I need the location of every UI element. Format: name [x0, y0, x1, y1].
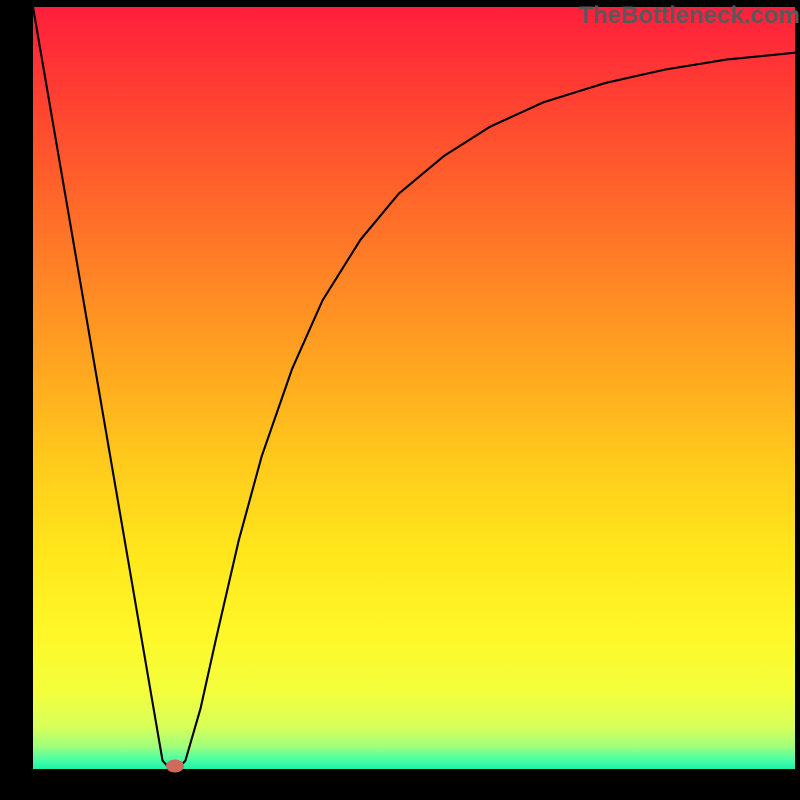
curve-layer — [33, 7, 795, 769]
watermark-text: TheBottleneck.com — [579, 2, 800, 30]
plot-area — [33, 7, 795, 769]
minimum-marker — [166, 760, 184, 773]
chart-stage: TheBottleneck.com — [0, 0, 800, 800]
bottleneck-curve — [33, 7, 795, 767]
